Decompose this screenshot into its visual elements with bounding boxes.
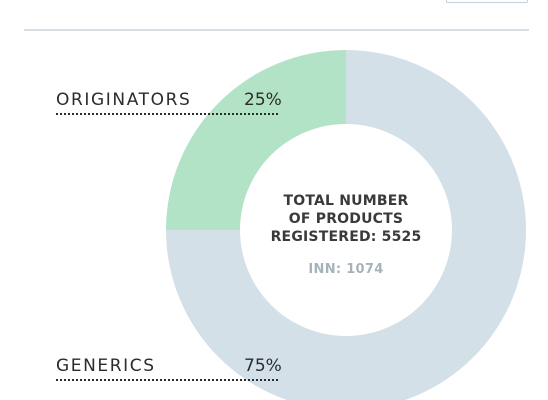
legend-value-generics: 75% [244,356,282,376]
top-control-button[interactable] [446,0,528,3]
legend-label-originators: ORIGINATORS [56,90,192,110]
legend-label-generics: GENERICS [56,356,156,376]
legend-originators: ORIGINATORS 25% [56,89,282,115]
donut-center-subtext: INN: 1074 [308,262,384,277]
donut-slice-generics [166,50,526,400]
legend-generics: GENERICS 75% [56,355,282,381]
center-title-line-3: REGISTERED: 5525 [270,229,422,245]
center-title-line-1: TOTAL NUMBER [283,193,409,209]
donut-slice-originators [166,50,346,230]
donut-center-title: TOTAL NUMBER OF PRODUCTS REGISTERED: 552… [246,192,446,246]
section-divider [24,29,529,31]
donut-slices [166,50,526,400]
legend-value-originators: 25% [244,90,282,110]
center-title-line-2: OF PRODUCTS [288,211,404,227]
